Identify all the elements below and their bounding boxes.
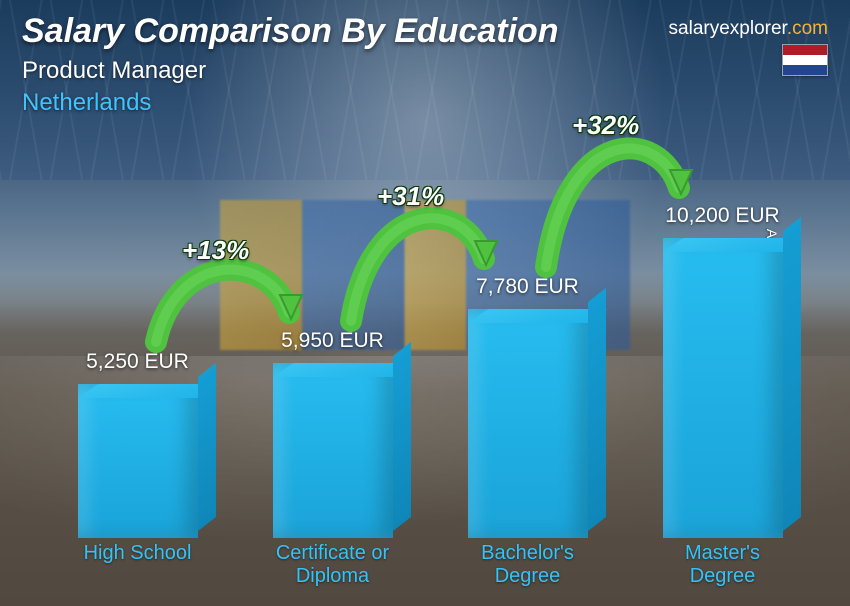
salary-chart: 5,250 EUR5,950 EUR7,780 EUR10,200 EUR Hi… [40, 108, 820, 588]
x-axis-labels: High School Certificate orDiploma Bachelor… [40, 542, 820, 588]
x-label: Master'sDegree [638, 542, 808, 588]
x-label: Certificate orDiploma [248, 542, 418, 588]
increase-label: +13% [182, 235, 249, 266]
flag-icon [782, 44, 828, 76]
page-subtitle: Product Manager [22, 57, 828, 85]
increase-label: +31% [377, 181, 444, 212]
bar [78, 384, 198, 538]
bar [273, 363, 393, 538]
x-label: High School [53, 542, 223, 588]
brand-domain: .com [787, 18, 828, 39]
brand-name: salaryexplorer [669, 18, 787, 39]
brand-label: salaryexplorer.com [669, 18, 828, 40]
increase-label: +32% [572, 110, 639, 141]
x-label: Bachelor'sDegree [443, 542, 613, 588]
